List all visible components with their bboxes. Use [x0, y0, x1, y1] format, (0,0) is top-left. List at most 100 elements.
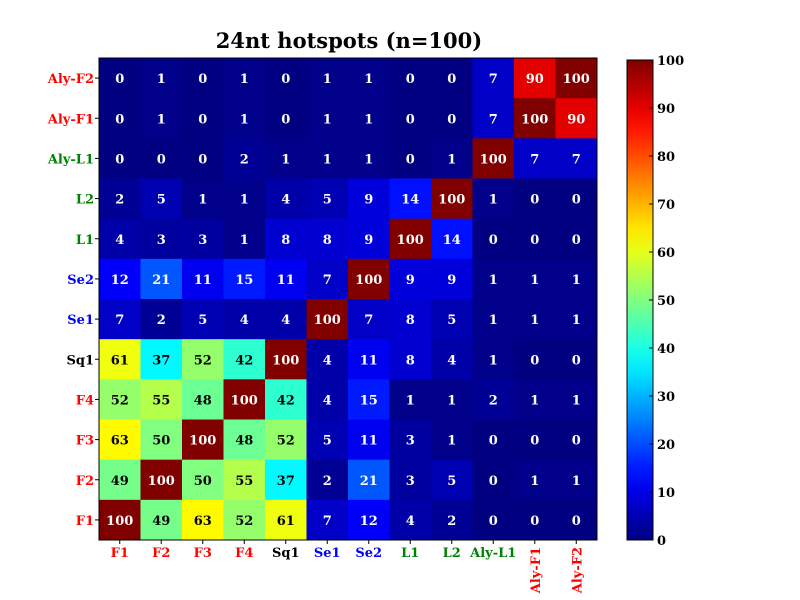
heatmap-cell: [182, 339, 224, 380]
cell-value-label: 8: [323, 233, 332, 248]
cell-value-label: 7: [530, 152, 539, 167]
cell-value-label: 1: [240, 193, 249, 208]
heatmap-cell: [555, 419, 598, 461]
cell-value-label: 0: [115, 112, 124, 127]
heatmap-cell: [306, 138, 349, 179]
cell-value-label: 1: [364, 112, 373, 127]
cell-value-label: 2: [323, 474, 332, 489]
cell-value-label: 63: [194, 514, 212, 529]
heatmap-cell: [389, 178, 432, 220]
heatmap-cell: [182, 58, 224, 99]
heatmap-cell: [223, 459, 266, 501]
heatmap-cell: [431, 258, 473, 300]
x-tick-label: F2: [152, 546, 170, 561]
x-tick-label: F4: [235, 546, 253, 561]
cell-value-label: 1: [572, 474, 581, 489]
heatmap-cell: [99, 138, 141, 179]
cell-value-label: 1: [364, 152, 373, 167]
heatmap-cell: [182, 299, 224, 340]
cell-value-label: 100: [189, 434, 216, 449]
heatmap-cell: [265, 379, 307, 420]
cell-value-label: 4: [406, 514, 415, 529]
plot-frame: [98, 57, 598, 541]
heatmap-cell: [514, 339, 556, 380]
heatmap-cell: [306, 419, 349, 461]
heatmap-cell: [265, 299, 307, 340]
cell-value-label: 21: [360, 474, 378, 489]
heatmap-cell: [472, 178, 515, 220]
heatmap-cell: [223, 299, 266, 340]
heatmap-cell: [182, 218, 224, 260]
heatmap-cell: [431, 339, 473, 380]
heatmap-cell: [140, 419, 183, 461]
cell-value-label: 3: [198, 233, 207, 248]
cell-value-label: 5: [323, 434, 332, 449]
heatmap-cell: [389, 299, 432, 340]
heatmap-cell: [472, 419, 515, 461]
heatmap-cell: [99, 379, 141, 420]
cell-value-label: 0: [447, 112, 456, 127]
heatmap-cell: [182, 258, 224, 300]
cell-value-label: 1: [240, 72, 249, 87]
heatmap-cell: [555, 258, 598, 300]
colorbar: 0 10 20 30 40 50 60 70 80 90 100: [626, 54, 684, 549]
heatmap-cell: [514, 138, 556, 179]
heatmap-cell: [140, 138, 183, 179]
cell-value-label: 1: [489, 273, 498, 288]
heatmap-cell: [514, 419, 556, 461]
y-tick-label: Sq1: [66, 353, 94, 368]
cell-value-label: 1: [157, 72, 166, 87]
cell-value-label: 100: [521, 112, 548, 127]
cell-value-label: 2: [240, 152, 249, 167]
colorbar-tick-label: 50: [657, 294, 675, 309]
cell-value-label: 11: [277, 273, 295, 288]
heatmap-cell: [306, 499, 349, 541]
heatmap-cell: [223, 379, 266, 420]
cell-value-label: 3: [406, 434, 415, 449]
cell-value-label: 100: [563, 72, 590, 87]
cell-value-label: 1: [447, 152, 456, 167]
cell-value-label: 8: [406, 313, 415, 328]
cell-value-label: 100: [355, 273, 382, 288]
cell-value-label: 0: [572, 514, 581, 529]
cell-value-label: 100: [148, 474, 175, 489]
cell-value-label: 63: [111, 434, 129, 449]
cell-value-label: 14: [401, 193, 419, 208]
x-tick-label: Se2: [355, 546, 382, 561]
cell-value-label: 5: [323, 193, 332, 208]
cell-value-label: 2: [157, 313, 166, 328]
cell-value-label: 1: [530, 474, 539, 489]
heatmap-cell: [431, 459, 473, 501]
cell-value-label: 2: [489, 393, 498, 408]
heatmap-cell: [99, 339, 141, 380]
cell-value-label: 100: [480, 152, 507, 167]
y-tick-label: L2: [76, 193, 94, 208]
heatmap-cell: [223, 339, 266, 380]
y-tick-label: F2: [76, 474, 94, 489]
x-tick-label: F1: [111, 546, 129, 561]
cell-value-label: 1: [240, 112, 249, 127]
x-tick-label: Aly-F1: [529, 547, 544, 594]
heatmap-cell: [265, 339, 307, 380]
heatmap-cell: [265, 58, 307, 99]
heatmap-cell: [348, 499, 390, 541]
cell-value-label: 7: [489, 72, 498, 87]
cell-value-label: 1: [489, 313, 498, 328]
heatmap-cell: [140, 178, 183, 220]
cell-value-label: 1: [572, 313, 581, 328]
heatmap-cell: [306, 339, 349, 380]
heatmap-cell: [99, 58, 141, 99]
colorbar-tick-label: 40: [657, 342, 675, 357]
cell-value-label: 4: [447, 353, 456, 368]
cell-value-label: 1: [489, 193, 498, 208]
cell-value-label: 100: [438, 193, 465, 208]
heatmap-cell: [514, 299, 556, 340]
cell-value-label: 50: [152, 434, 170, 449]
heatmap-cell: [348, 218, 390, 260]
heatmap-cell: [348, 58, 390, 99]
heatmap-cell: [223, 178, 266, 220]
cell-value-label: 0: [572, 193, 581, 208]
cell-value-label: 100: [106, 514, 133, 529]
cell-value-label: 2: [447, 514, 456, 529]
